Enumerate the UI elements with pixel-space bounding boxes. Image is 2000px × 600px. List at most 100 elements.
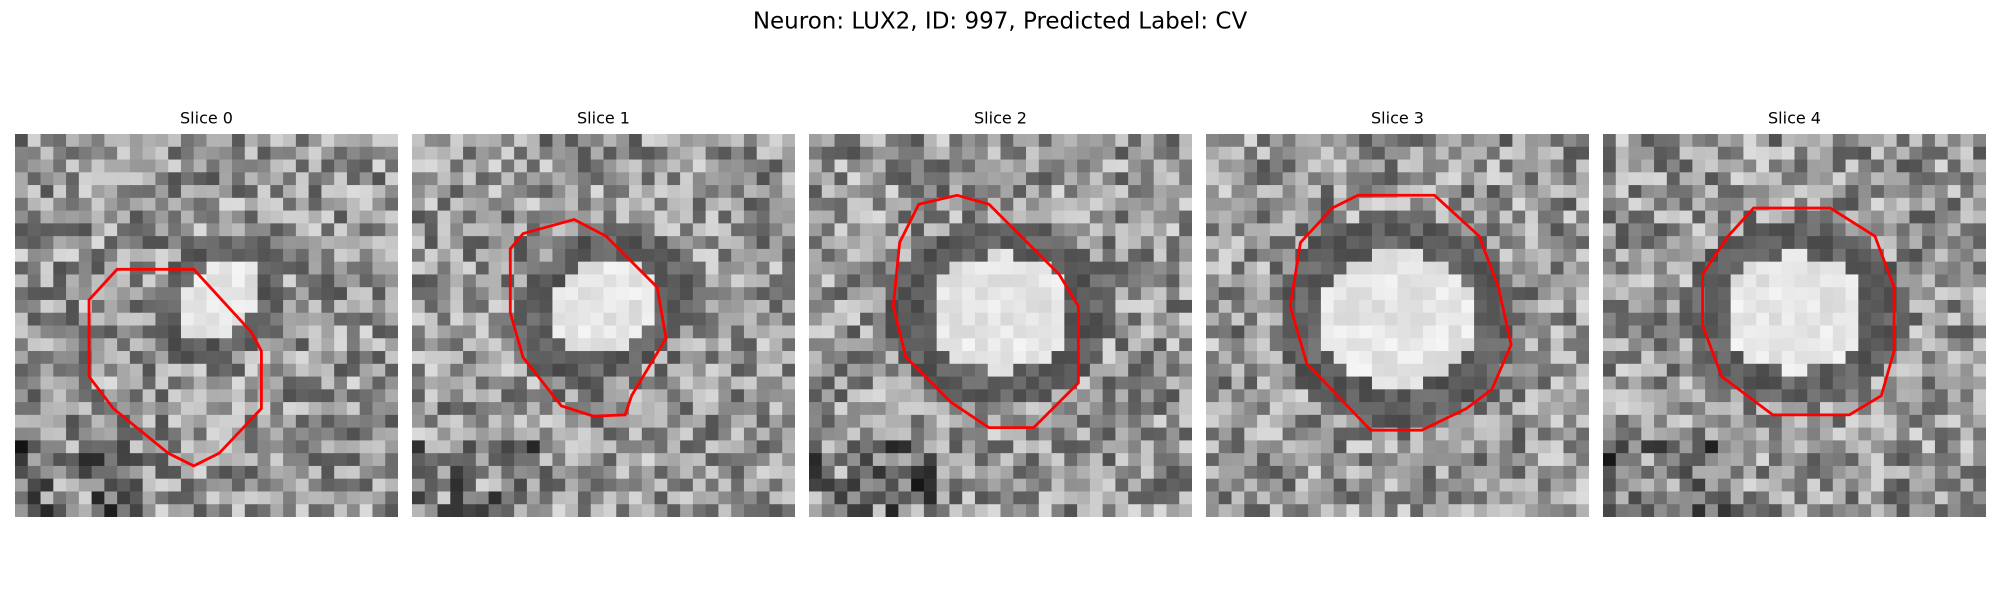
pixel	[577, 134, 592, 148]
pixel	[1282, 159, 1296, 173]
pixel	[232, 363, 246, 377]
pixel	[1013, 172, 1027, 186]
pixel	[308, 376, 322, 390]
pixel	[821, 312, 835, 326]
pixel	[412, 427, 426, 441]
pixel	[1947, 414, 1961, 429]
pixel	[1064, 453, 1078, 467]
pixel	[1858, 236, 1872, 250]
pixel	[1615, 312, 1629, 326]
pixel	[1474, 453, 1488, 467]
pixel	[385, 491, 398, 505]
pixel	[987, 159, 1001, 173]
pixel	[501, 504, 515, 517]
pixel	[1628, 236, 1642, 250]
pixel	[117, 427, 131, 441]
pixel	[129, 299, 144, 314]
pixel	[1832, 197, 1846, 211]
pixel	[270, 376, 284, 390]
pixel	[1166, 465, 1180, 480]
pixel	[1692, 504, 1706, 517]
pixel	[1128, 287, 1142, 301]
pixel	[91, 338, 105, 352]
pixel	[1486, 159, 1501, 173]
pixel	[552, 223, 566, 237]
pixel	[53, 274, 67, 288]
pixel	[743, 197, 758, 211]
pixel	[1973, 210, 1986, 224]
pixel	[1563, 402, 1577, 416]
pixel	[1333, 236, 1347, 250]
pixel	[616, 325, 630, 339]
pixel	[705, 172, 719, 186]
pixel	[526, 197, 541, 211]
pixel	[1257, 338, 1271, 352]
pixel	[1435, 274, 1449, 288]
pixel	[1654, 338, 1668, 352]
pixel	[295, 287, 310, 301]
pixel	[270, 134, 284, 148]
pixel	[1705, 376, 1719, 390]
pixel	[334, 185, 348, 199]
pixel	[1102, 465, 1116, 480]
pixel	[1051, 287, 1065, 301]
pixel	[219, 504, 233, 517]
pixel	[1641, 172, 1655, 186]
pixel	[475, 146, 489, 160]
pixel	[526, 287, 541, 301]
pixel	[1641, 197, 1655, 211]
pixel	[936, 414, 950, 429]
pixel	[821, 427, 835, 441]
pixel	[974, 427, 989, 441]
pixel	[769, 159, 783, 173]
pixel	[283, 312, 297, 326]
pixel	[1960, 236, 1974, 250]
pixel	[346, 427, 361, 441]
pixel	[1115, 299, 1129, 314]
pixel	[1089, 465, 1104, 480]
pixel	[1794, 504, 1808, 517]
pixel	[1244, 261, 1258, 275]
pixel	[334, 465, 348, 480]
pixel	[1705, 197, 1719, 211]
pixel	[1654, 210, 1668, 224]
pixel	[1153, 440, 1167, 454]
pixel	[1206, 465, 1220, 480]
pixel	[1603, 453, 1617, 467]
pixel	[1231, 236, 1245, 250]
pixel	[782, 236, 795, 250]
pixel	[1397, 491, 1411, 505]
pixel	[552, 414, 566, 429]
pixel	[334, 440, 348, 454]
pixel	[1820, 134, 1834, 148]
pixel	[1282, 197, 1296, 211]
pixel	[1730, 274, 1744, 288]
pixel	[1295, 427, 1309, 441]
pixel	[860, 134, 874, 148]
pixel	[334, 223, 348, 237]
pixel	[526, 172, 541, 186]
pixel	[219, 351, 233, 365]
pixel	[1832, 172, 1846, 186]
pixel	[782, 274, 795, 288]
pixel	[782, 172, 795, 186]
pixel	[1064, 185, 1078, 199]
pixel	[1206, 402, 1220, 416]
pixel	[1218, 465, 1232, 480]
pixel	[692, 185, 707, 199]
pixel	[860, 338, 874, 352]
pixel	[1166, 261, 1180, 275]
pixel	[860, 197, 874, 211]
pixel	[1333, 338, 1347, 352]
pixel	[1089, 236, 1104, 250]
pixel	[1820, 261, 1834, 275]
pixel	[1909, 363, 1923, 377]
pixel	[1102, 504, 1116, 517]
pixel	[872, 351, 886, 365]
pixel	[692, 134, 707, 148]
pixel	[450, 376, 464, 390]
pixel	[641, 465, 655, 480]
pixel	[1525, 453, 1539, 467]
pixel	[1743, 223, 1757, 237]
pixel	[1768, 299, 1783, 314]
